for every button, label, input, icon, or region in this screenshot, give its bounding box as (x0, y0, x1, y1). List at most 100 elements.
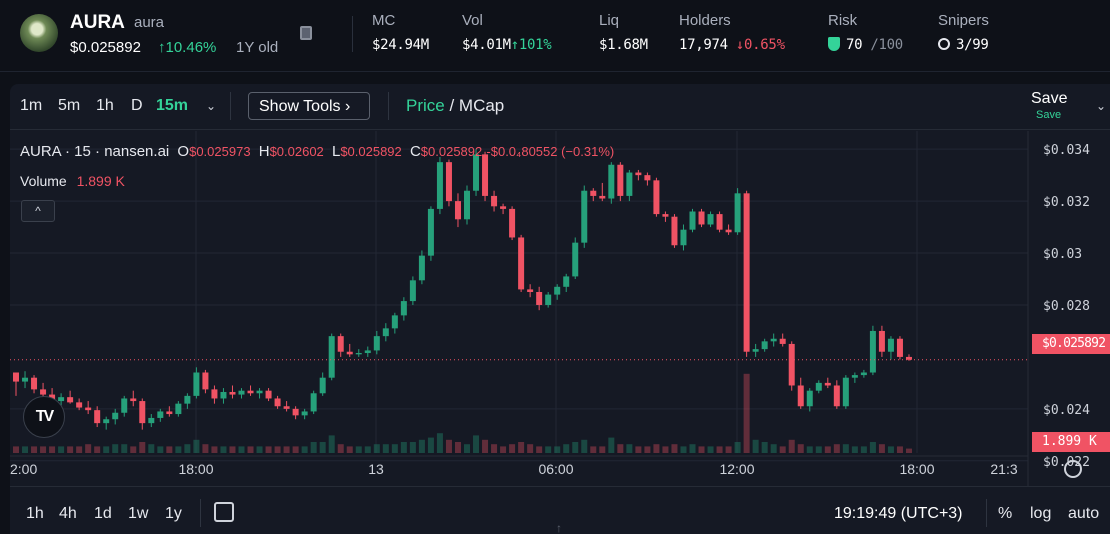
current-price-tag: $0.025892 (1032, 334, 1110, 354)
mcap-option[interactable]: MCap (458, 96, 505, 115)
chevron-down-icon[interactable]: ⌄ (1096, 99, 1107, 113)
volume-bar (400, 442, 407, 453)
candle-body (13, 372, 19, 382)
interval-1h[interactable]: 1h (96, 97, 114, 114)
candle-body (689, 211, 696, 230)
candle-body (797, 385, 804, 407)
percent-toggle[interactable]: % (998, 505, 1013, 522)
auto-toggle[interactable]: auto (1068, 505, 1100, 522)
token-header: AURA aura $0.025892 ↑10.46% 1Y old MC $2… (0, 0, 1110, 72)
candle-body (680, 229, 687, 246)
candle-body (743, 193, 750, 352)
calendar-icon[interactable] (214, 502, 234, 522)
candle-body (590, 190, 597, 196)
scroll-up-icon[interactable]: ↑ (556, 521, 562, 534)
candle-body (238, 390, 245, 395)
price-mcap-toggle[interactable]: Price / MCap (406, 96, 505, 115)
volume-bar (527, 444, 534, 453)
save-button[interactable]: Save (1031, 90, 1068, 107)
chevron-down-icon[interactable]: ⌄ (206, 99, 217, 113)
volume-bar (139, 442, 146, 453)
candle-body (202, 372, 209, 390)
volume-bar (860, 446, 867, 453)
candle-body (572, 242, 579, 277)
volume-bar (112, 444, 119, 453)
crosshair-icon (938, 38, 950, 50)
volume-bar (67, 446, 74, 453)
volume-bar (76, 446, 83, 453)
legend-title: AURA · 15 · nansen.ai (20, 143, 170, 160)
x-tick-label: 13 (368, 461, 384, 477)
range-1y[interactable]: 1y (165, 505, 182, 522)
token-price: $0.025892 (70, 39, 141, 56)
bottombar-divider (200, 499, 201, 527)
candle-body (698, 211, 705, 225)
volume-bar (887, 446, 894, 453)
interval-d[interactable]: D (131, 97, 143, 114)
interval-1m[interactable]: 1m (20, 97, 43, 114)
interval-15m[interactable]: 15m (156, 97, 189, 114)
volume-bar (680, 446, 687, 453)
gear-icon[interactable] (1064, 460, 1082, 478)
candle-body (671, 216, 678, 246)
interval-5m[interactable]: 5m (58, 97, 81, 114)
candle-body (22, 377, 29, 382)
candle-body (500, 206, 507, 209)
toolbar-divider (388, 92, 389, 120)
candle-body (644, 175, 651, 181)
volume-bar (418, 439, 425, 453)
candle-body (617, 164, 624, 196)
y-tick-label: $0.034 (1043, 143, 1090, 158)
volume-bar (698, 446, 705, 453)
volume-bar (310, 442, 317, 453)
volume-bar (166, 446, 173, 453)
candle-body (310, 393, 317, 412)
volume-bar (22, 446, 29, 453)
volume-bar (85, 444, 92, 453)
candle-body (761, 341, 768, 350)
volume-bar (40, 446, 47, 453)
candle-body (265, 390, 272, 399)
copy-icon[interactable] (300, 26, 312, 40)
volume-bar (797, 444, 804, 453)
candle-body (346, 351, 353, 355)
candle-body (211, 389, 218, 399)
candle-body (653, 180, 660, 215)
price-option[interactable]: Price (406, 96, 445, 115)
candle-body (851, 375, 858, 378)
candle-body (274, 398, 281, 407)
collapse-legend-button[interactable]: ^ (21, 200, 55, 222)
volume-bar (220, 446, 227, 453)
volume-bar (545, 446, 552, 453)
volume-bar (292, 446, 299, 453)
candle-body (545, 294, 552, 305)
range-1w[interactable]: 1w (128, 505, 149, 522)
token-avatar[interactable] (20, 14, 58, 52)
candle-body (473, 154, 480, 191)
candle-body (319, 377, 326, 394)
volume-bar (346, 446, 353, 453)
candle-body (283, 406, 290, 409)
candle-body (608, 164, 615, 199)
volume-bar (653, 444, 660, 453)
volume-bar (409, 442, 416, 453)
candle-body (166, 411, 173, 415)
range-1h[interactable]: 1h (26, 505, 44, 522)
candle-body (391, 315, 398, 329)
range-1d[interactable]: 1d (94, 505, 112, 522)
volume-bar (779, 446, 786, 453)
chart-toolbar: 1m 5m 1h D 15m ⌄ Show Tools › Price / MC… (10, 84, 1110, 130)
tradingview-logo[interactable]: TV (23, 396, 65, 438)
volume-bar (175, 446, 182, 453)
volume-bar (391, 444, 398, 453)
clock: 19:19:49 (UTC+3) (834, 505, 963, 522)
volume-bar (238, 446, 245, 453)
candle-body (382, 328, 389, 337)
show-tools-button[interactable]: Show Tools › (248, 92, 370, 120)
log-toggle[interactable]: log (1030, 505, 1052, 522)
range-4h[interactable]: 4h (59, 505, 77, 522)
candle-body (815, 382, 822, 391)
candle-body (725, 229, 732, 233)
volume-bar (806, 446, 813, 453)
